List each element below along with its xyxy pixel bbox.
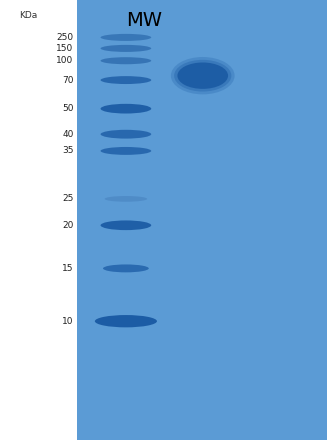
Text: 10: 10 [62,317,74,326]
Text: 250: 250 [57,33,74,42]
FancyBboxPatch shape [77,0,327,440]
Ellipse shape [101,130,151,139]
Ellipse shape [101,220,151,230]
Ellipse shape [101,34,151,41]
Text: 20: 20 [62,221,74,230]
Text: KDa: KDa [19,11,37,20]
Text: 50: 50 [62,104,74,113]
Text: 100: 100 [56,56,74,65]
Ellipse shape [101,76,151,84]
Text: 15: 15 [62,264,74,273]
Text: MW: MW [126,11,162,30]
Ellipse shape [101,45,151,52]
Ellipse shape [101,57,151,64]
Text: 150: 150 [56,44,74,53]
Ellipse shape [103,264,149,272]
Text: 35: 35 [62,147,74,155]
Text: 25: 25 [62,194,74,203]
Ellipse shape [171,57,235,94]
Ellipse shape [174,60,232,92]
Text: 40: 40 [62,130,74,139]
Ellipse shape [101,104,151,114]
Ellipse shape [105,196,147,202]
Ellipse shape [95,315,157,327]
Ellipse shape [177,62,228,89]
Text: 70: 70 [62,76,74,84]
Ellipse shape [101,147,151,155]
